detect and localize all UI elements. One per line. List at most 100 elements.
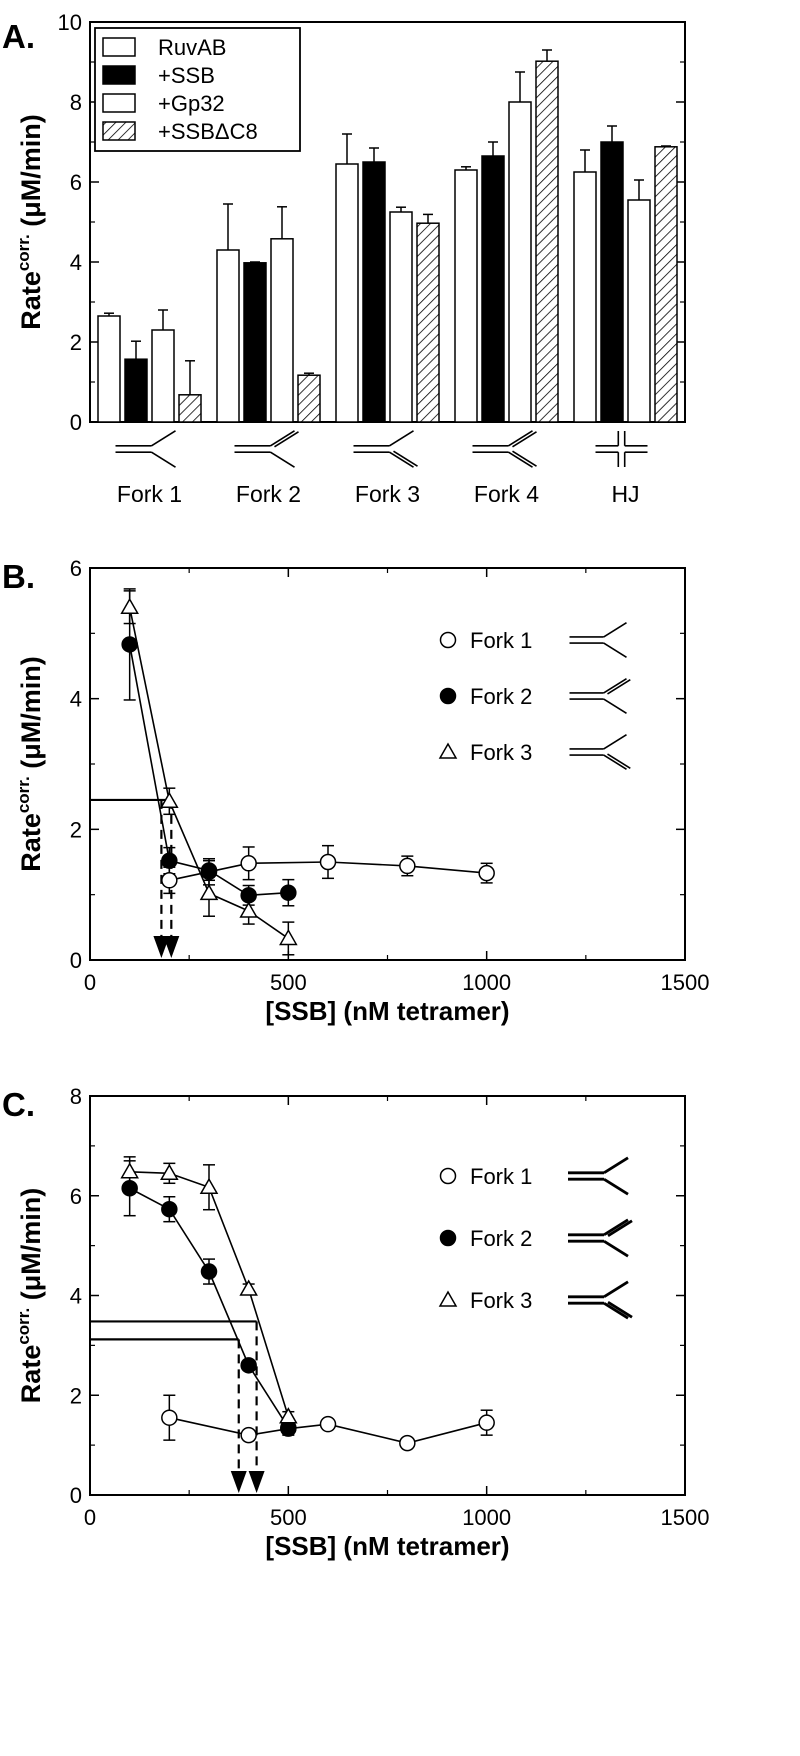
y-axis-title-superscript: corr. [14, 234, 33, 271]
x-category-label: HJ [611, 481, 639, 507]
data-point [240, 1357, 257, 1374]
icon-stroke [603, 1178, 629, 1196]
bar [151, 329, 175, 423]
y-tick-label: 4 [70, 1284, 82, 1309]
y-tick-label: 8 [70, 1084, 82, 1109]
legend-swatch [102, 93, 136, 113]
data-point [279, 928, 298, 946]
y-axis-title: Ratecorr. (μM/min) [14, 656, 46, 871]
y-tick-label: 6 [70, 556, 82, 581]
icon-stroke [151, 430, 176, 447]
arrowhead-marker [248, 1471, 265, 1493]
x-tick-label: 1500 [661, 970, 710, 995]
y-axis-title-unit: (μM/min) [16, 1188, 46, 1308]
icon-stroke [389, 451, 414, 468]
y-axis-title-unit: (μM/min) [16, 656, 46, 776]
data-point [200, 1263, 218, 1280]
x-tick-label: 1000 [462, 970, 511, 995]
y-axis-title-main: Rate [16, 271, 46, 330]
icon-stroke [512, 450, 537, 467]
legend-fork3-icon [569, 734, 631, 770]
icon-stroke [603, 698, 627, 714]
legend-swatch [102, 37, 136, 57]
legend-label: +Gp32 [158, 91, 225, 116]
bar [297, 374, 321, 423]
bar [178, 394, 202, 423]
fork3-icon [353, 430, 418, 468]
y-tick-label: 2 [70, 330, 82, 355]
data-point [160, 1163, 179, 1181]
data-point [120, 597, 139, 614]
data-point [120, 1162, 139, 1179]
y-axis-title-main: Rate [16, 1345, 46, 1404]
icon-stroke [274, 431, 299, 448]
data-point [199, 1177, 219, 1195]
bar [416, 222, 440, 423]
data-point [319, 853, 337, 871]
x-tick-label: 0 [84, 1505, 96, 1530]
x-category-label: Fork 1 [117, 481, 182, 507]
y-tick-label: 2 [70, 817, 82, 842]
arrowhead-marker [230, 1471, 247, 1493]
series-line [129, 1187, 290, 1429]
legend-fork1-icon [568, 1156, 629, 1196]
y-axis-title-main: Rate [16, 813, 46, 872]
bar [97, 315, 121, 423]
y-axis-title: Ratecorr. (μM/min) [14, 1188, 46, 1403]
series-line [169, 1416, 487, 1444]
y-tick-label: 10 [58, 10, 82, 35]
legend-label: +SSBΔC8 [158, 119, 258, 144]
data-point [161, 872, 178, 889]
panel-a-bar-chart: A. 0 2 4 6 8 10 Ratecorr. (μM/min) Fork 1 Fork 2 F… [2, 10, 686, 507]
icon-stroke [512, 431, 537, 448]
legend-marker [439, 1167, 457, 1185]
bar [270, 238, 294, 423]
legend-fork1-icon [569, 622, 627, 658]
x-tick-label: 0 [84, 970, 96, 995]
data-point [399, 1434, 416, 1452]
panel-label: C. [2, 1086, 35, 1123]
legend-marker [438, 742, 458, 759]
data-point [478, 1414, 495, 1431]
x-tick-label: 1500 [661, 1505, 710, 1530]
y-axis-title-superscript: corr. [14, 776, 33, 813]
y-tick-label: 0 [70, 1483, 82, 1508]
data-point [239, 1279, 258, 1296]
plot-frame [89, 567, 686, 961]
data-point [200, 862, 218, 879]
icon-stroke [607, 1219, 633, 1237]
legend-label: Fork 2 [470, 684, 532, 709]
icon-stroke [270, 451, 295, 468]
data-point [160, 791, 179, 808]
data-point [240, 887, 257, 904]
y-axis-title: Ratecorr. (μM/min) [14, 114, 46, 329]
data-point [161, 1200, 178, 1218]
icon-stroke [607, 679, 631, 695]
icon-stroke [607, 1301, 633, 1319]
fork1-icon [115, 430, 176, 468]
icon-stroke [508, 451, 533, 468]
y-tick-label: 6 [70, 1184, 82, 1209]
bar [627, 199, 651, 423]
data-point [399, 857, 416, 875]
legend-fork2-icon [568, 1218, 633, 1258]
panel-c-line-chart: C. 0 2 4 6 8 0 500 1000 1500 [SSB] (nM tetramer) Ra… [2, 1084, 709, 1561]
legend-label: Fork 3 [470, 740, 532, 765]
legend-marker [439, 687, 457, 705]
legend-marker [439, 631, 457, 649]
y-tick-label: 6 [70, 170, 82, 195]
bar [508, 101, 532, 423]
legend-fork2-icon [569, 678, 631, 714]
icon-stroke [603, 1218, 629, 1236]
y-axis-title-unit: (μM/min) [16, 114, 46, 234]
icon-stroke [603, 678, 627, 694]
legend-label: Fork 2 [470, 1226, 532, 1251]
panel-b-line-chart: B. 0 2 4 6 0 500 1000 1500 [SSB] (nM tetramer) Rat… [2, 556, 709, 1026]
legend-label: +SSB [158, 63, 215, 88]
holliday-junction-icon [595, 431, 648, 467]
data-point [240, 855, 257, 872]
bar [600, 141, 624, 423]
data-point [239, 901, 258, 918]
legend-label: RuvAB [158, 35, 226, 60]
